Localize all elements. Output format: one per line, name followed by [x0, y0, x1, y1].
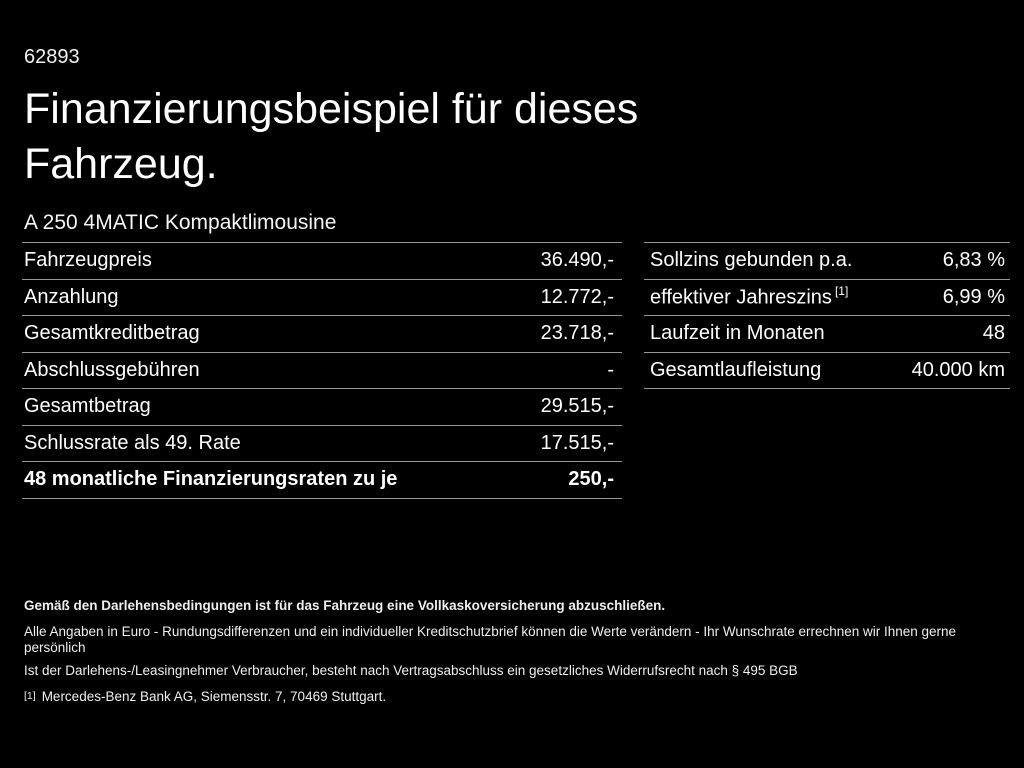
table-row-anzahlung: Anzahlung 12.772,- [22, 280, 622, 316]
row-value: 6,99 % [942, 285, 1005, 308]
vehicle-model-name: A 250 4MATIC Kompaktlimousine [24, 211, 337, 234]
page-title: Finanzierungsbeispiel für dieses Fahrzeu… [24, 82, 638, 192]
row-value: 40.000 km [911, 358, 1005, 381]
row-value: 36.490,- [540, 249, 614, 272]
page-title-line2: Fahrzeug. [24, 140, 218, 188]
row-label: Gesamtkreditbetrag [24, 322, 200, 345]
row-label: Fahrzeugpreis [24, 249, 152, 272]
row-label: effektiver Jahreszins [1] [650, 283, 849, 310]
conditions-table: Sollzins gebunden p.a. 6,83 % effektiver… [644, 242, 1010, 389]
financing-table: Fahrzeugpreis 36.490,- Anzahlung 12.772,… [22, 242, 622, 499]
footer-footnote: [1] Mercedes-Benz Bank AG, Siemensstr. 7,… [24, 688, 1014, 705]
reference-number: 62893 [24, 46, 80, 68]
table-row-monatsrate: 48 monatliche Finanzierungsraten zu je 2… [22, 462, 622, 499]
legal-footer: Gemäß den Darlehensbedingungen ist für d… [24, 598, 1014, 705]
footnote-text: Mercedes-Benz Bank AG, Siemensstr. 7, 70… [41, 689, 387, 704]
table-row-laufzeit: Laufzeit in Monaten 48 [644, 316, 1010, 353]
row-label: 48 monatliche Finanzierungsraten zu je [24, 468, 398, 491]
row-value: 29.515,- [540, 395, 614, 418]
table-row-gesamtkreditbetrag: Gesamtkreditbetrag 23.718,- [22, 316, 622, 353]
row-value: 6,83 % [942, 249, 1005, 272]
footer-withdrawal-note: Ist der Darlehens-/Leasingnehmer Verbrau… [24, 663, 798, 678]
row-value: 23.718,- [540, 322, 614, 345]
row-value: 48 [982, 322, 1005, 345]
row-label-text: effektiver Jahreszins [650, 286, 832, 309]
row-label: Laufzeit in Monaten [650, 322, 825, 345]
footnote-marker: [1] [24, 690, 36, 702]
table-row-schlussrate: Schlussrate als 49. Rate 17.515,- [22, 426, 622, 462]
row-label: Anzahlung [24, 285, 119, 308]
row-label: Sollzins gebunden p.a. [650, 249, 853, 272]
row-value: - [607, 358, 614, 381]
table-row-fahrzeugpreis: Fahrzeugpreis 36.490,- [22, 243, 622, 280]
table-row-abschlussgebuehren: Abschlussgebühren - [22, 353, 622, 389]
table-row-gesamtbetrag: Gesamtbetrag 29.515,- [22, 389, 622, 426]
row-label: Gesamtbetrag [24, 395, 151, 418]
table-row-effektiver-jahreszins: effektiver Jahreszins [1] 6,99 % [644, 280, 1010, 316]
row-value: 17.515,- [540, 431, 614, 454]
row-label: Abschlussgebühren [24, 358, 200, 381]
row-label: Schlussrate als 49. Rate [24, 431, 241, 454]
footnote-marker: [1] [834, 283, 849, 298]
row-value: 250,- [568, 468, 614, 491]
footer-disclaimer: Alle Angaben in Euro - Rundungsdifferenz… [24, 624, 957, 655]
table-row-gesamtlaufleistung: Gesamtlaufleistung 40.000 km [644, 353, 1010, 389]
footer-insurance-note: Gemäß den Darlehensbedingungen ist für d… [24, 598, 666, 613]
row-value: 12.772,- [540, 285, 614, 308]
table-row-sollzins: Sollzins gebunden p.a. 6,83 % [644, 243, 1010, 280]
row-label: Gesamtlaufleistung [650, 358, 822, 381]
page-title-line1: Finanzierungsbeispiel für dieses [24, 85, 639, 133]
